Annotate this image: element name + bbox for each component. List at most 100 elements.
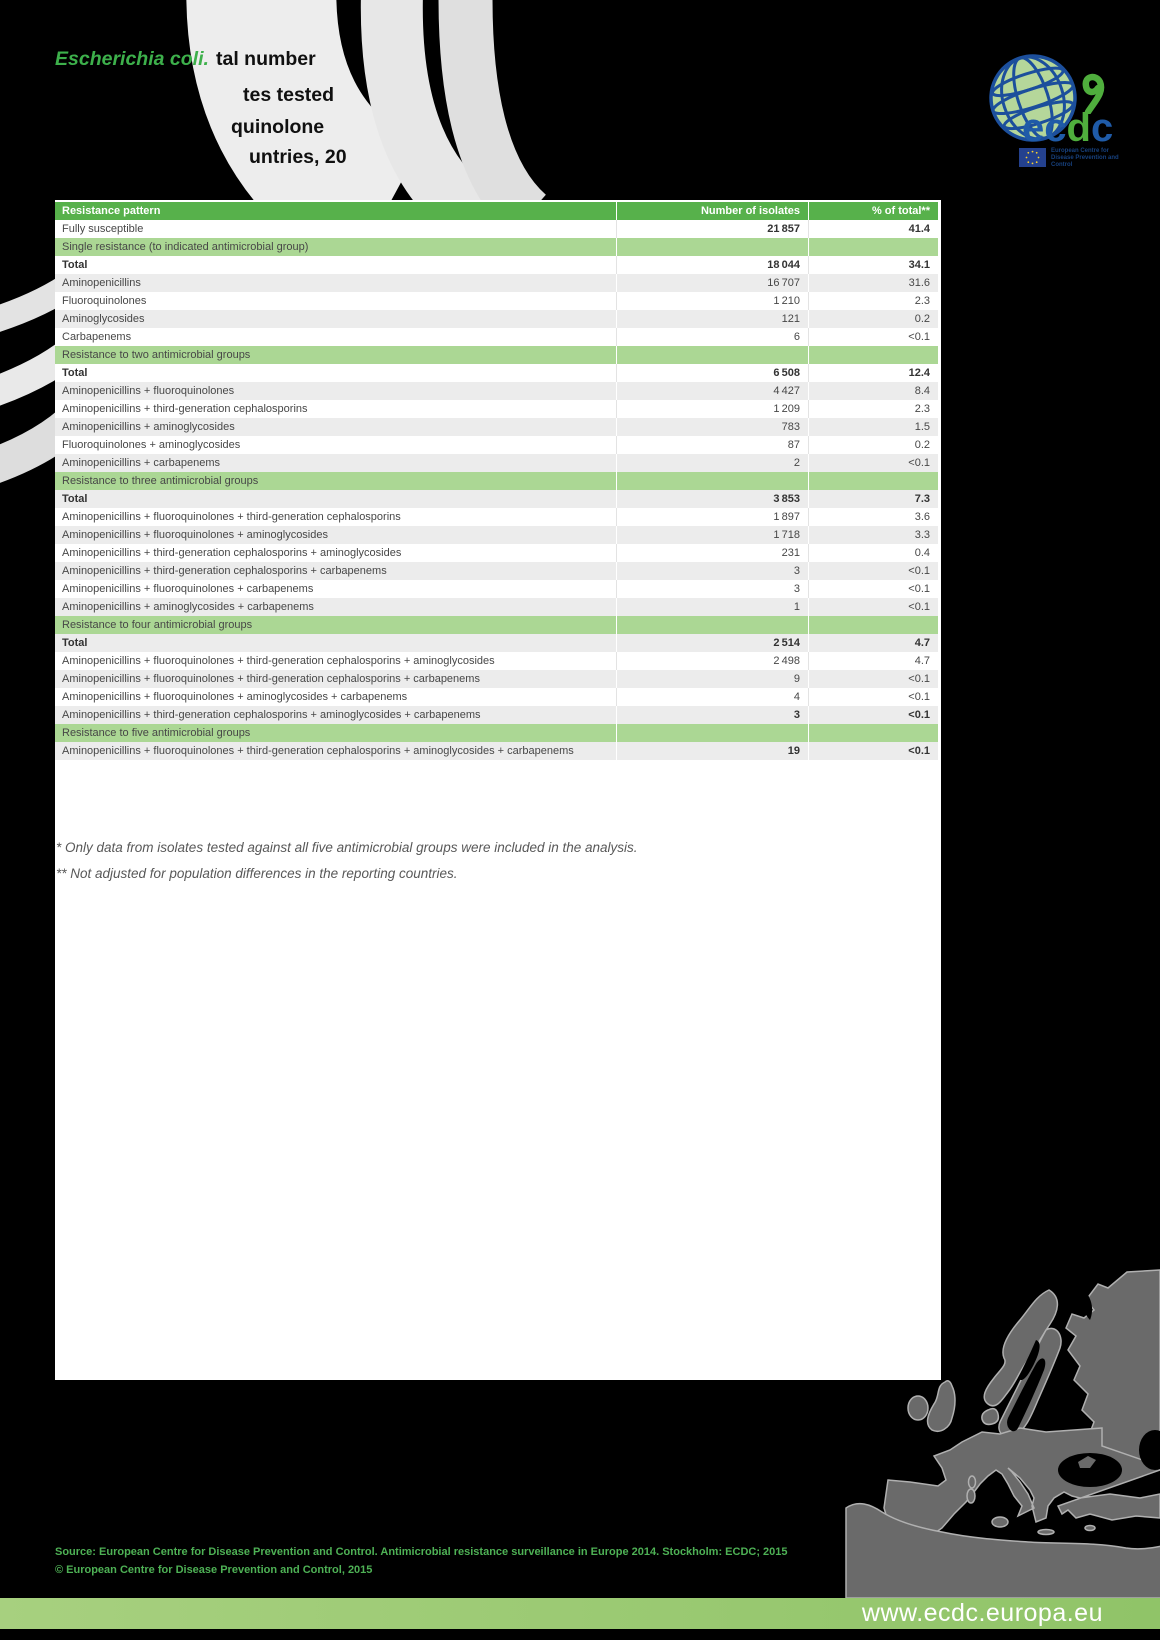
table-cell: Aminopenicillins + fluoroquinolones + ca… xyxy=(62,583,314,595)
table-row: Aminopenicillins + carbapenems 2 <0.1 xyxy=(55,454,938,472)
content-card: Resistance pattern Number of isolates % … xyxy=(55,200,941,1380)
table-cell: Aminopenicillins + aminoglycosides + car… xyxy=(62,601,314,613)
table-cell: Aminopenicillins + fluoroquinolones + th… xyxy=(62,511,401,523)
table-cell xyxy=(808,616,938,634)
table-cell: 18 044 xyxy=(616,256,808,274)
table-row: Aminopenicillins + fluoroquinolones + th… xyxy=(55,508,938,526)
table-cell: <0.1 xyxy=(808,706,938,724)
table-row: Aminopenicillins 16 707 31.6 xyxy=(55,274,938,292)
resistance-table: Resistance pattern Number of isolates % … xyxy=(55,202,938,760)
table-cell: <0.1 xyxy=(808,688,938,706)
table-cell: 1 718 xyxy=(616,526,808,544)
section-row: Single resistance (to indicated antimicr… xyxy=(55,238,938,256)
table-cell: <0.1 xyxy=(808,562,938,580)
table-cell: 2 498 xyxy=(616,652,808,670)
table-cell: Resistance to four antimicrobial groups xyxy=(62,619,253,631)
table-cell: Aminopenicillins + fluoroquinolones + am… xyxy=(62,691,408,703)
table-row: Aminopenicillins + fluoroquinolones + th… xyxy=(55,670,938,688)
table-cell xyxy=(808,472,938,490)
table-row: Carbapenems 6 <0.1 xyxy=(55,328,938,346)
table-cell: Aminopenicillins + third-generation ceph… xyxy=(62,547,402,559)
table-row: Aminopenicillins + aminoglycosides 783 1.5 xyxy=(55,418,938,436)
table-cell: 16 707 xyxy=(616,274,808,292)
table-cell: Aminopenicillins + carbapenems xyxy=(62,457,221,469)
table-cell: 1 897 xyxy=(616,508,808,526)
wordmark-letter: d xyxy=(1066,106,1091,150)
table-cell: <0.1 xyxy=(808,454,938,472)
table-cell: Aminopenicillins + third-generation ceph… xyxy=(62,709,481,721)
table-cell: Aminopenicillins + aminoglycosides xyxy=(62,421,235,433)
table-row: Aminopenicillins + third-generation ceph… xyxy=(55,706,938,724)
table-cell: Aminoglycosides xyxy=(62,313,145,325)
table-row: Aminopenicillins + fluoroquinolones + th… xyxy=(55,652,938,670)
table-cell: <0.1 xyxy=(808,580,938,598)
table-cell: 4.7 xyxy=(808,652,938,670)
table-cell xyxy=(808,346,938,364)
section-row: Resistance to two antimicrobial groups xyxy=(55,346,938,364)
table-cell: 1 210 xyxy=(616,292,808,310)
table-row: Total 18 044 34.1 xyxy=(55,256,938,274)
table-cell: Resistance to three antimicrobial groups xyxy=(62,475,259,487)
table-cell: 34.1 xyxy=(808,256,938,274)
table-cell: Fluoroquinolones + aminoglycosides xyxy=(62,439,241,451)
table-cell: 7.3 xyxy=(808,490,938,508)
table-cell: Aminopenicillins + fluoroquinolones xyxy=(62,385,235,397)
table-cell xyxy=(616,238,808,256)
table-cell: Resistance to two antimicrobial groups xyxy=(62,349,251,361)
table-cell: Total xyxy=(62,367,88,379)
table-cell: 1 xyxy=(616,598,808,616)
title-fragment: tes tested xyxy=(243,84,335,106)
ecdc-logo: ecdc European Centre for Disease Prevent… xyxy=(940,40,1140,180)
table-cell: Aminopenicillins + fluoroquinolones + th… xyxy=(62,655,495,667)
table-cell: 2.3 xyxy=(808,400,938,418)
table-row: Fully susceptible 21 857 41.4 xyxy=(55,220,938,238)
section-row: Resistance to three antimicrobial groups xyxy=(55,472,938,490)
table-row: Fluoroquinolones 1 210 2.3 xyxy=(55,292,938,310)
table-cell: <0.1 xyxy=(808,742,938,760)
table-row: Aminopenicillins + third-generation ceph… xyxy=(55,562,938,580)
table-cell: 9 xyxy=(616,670,808,688)
table-cell: Aminopenicillins + fluoroquinolones + am… xyxy=(62,529,328,541)
website-url: www.ecdc.europa.eu xyxy=(861,1599,1103,1627)
table-cell: Aminopenicillins + fluoroquinolones + th… xyxy=(62,745,574,757)
table-cell: <0.1 xyxy=(808,598,938,616)
table-cell: 3.6 xyxy=(808,508,938,526)
logo-caption: European Centre for Disease Prevention a… xyxy=(1051,148,1119,168)
table-cell: Total xyxy=(62,493,88,505)
footer-bar xyxy=(0,1598,1160,1629)
table-cell: <0.1 xyxy=(808,670,938,688)
table-cell: 21 857 xyxy=(616,220,808,238)
table-row: Aminoglycosides 121 0.2 xyxy=(55,310,938,328)
table-row: Aminopenicillins + fluoroquinolones 4 427… xyxy=(55,382,938,400)
column-header: Resistance pattern xyxy=(62,205,161,217)
table-cell: 1 209 xyxy=(616,400,808,418)
table-cell: 3 xyxy=(616,562,808,580)
table-row: Aminopenicillins + aminoglycosides + car… xyxy=(55,598,938,616)
table-cell: Resistance to five antimicrobial groups xyxy=(62,727,251,739)
table-cell: 3 853 xyxy=(616,490,808,508)
table-cell: 87 xyxy=(616,436,808,454)
table-row: Total 2 514 4.7 xyxy=(55,634,938,652)
globe-icon xyxy=(989,54,1077,142)
section-row: Resistance to five antimicrobial groups xyxy=(55,724,938,742)
table-cell: Fluoroquinolones xyxy=(62,295,147,307)
wordmark-letter: e xyxy=(1022,106,1045,150)
footnote: ** Not adjusted for population differenc… xyxy=(56,866,458,881)
ecdc-wordmark: ecdc xyxy=(1022,108,1113,148)
title-fragment: tal number xyxy=(216,48,316,70)
table-cell: Fully susceptible xyxy=(62,223,144,235)
table-cell: 41.4 xyxy=(808,220,938,238)
table-row: Aminopenicillins + third-generation ceph… xyxy=(55,400,938,418)
table-cell: 0.4 xyxy=(808,544,938,562)
table-cell: 2 xyxy=(616,454,808,472)
title-fragment: untries, 20 xyxy=(249,146,347,168)
table-row: Aminopenicillins + fluoroquinolones + th… xyxy=(55,742,938,760)
table-cell: 121 xyxy=(616,310,808,328)
table-cell: 31.6 xyxy=(808,274,938,292)
table-cell: Single resistance (to indicated antimicr… xyxy=(62,241,309,253)
table-cell: 1.5 xyxy=(808,418,938,436)
table-header-row: Resistance pattern Number of isolates % … xyxy=(55,202,938,220)
table-cell: 3.3 xyxy=(808,526,938,544)
